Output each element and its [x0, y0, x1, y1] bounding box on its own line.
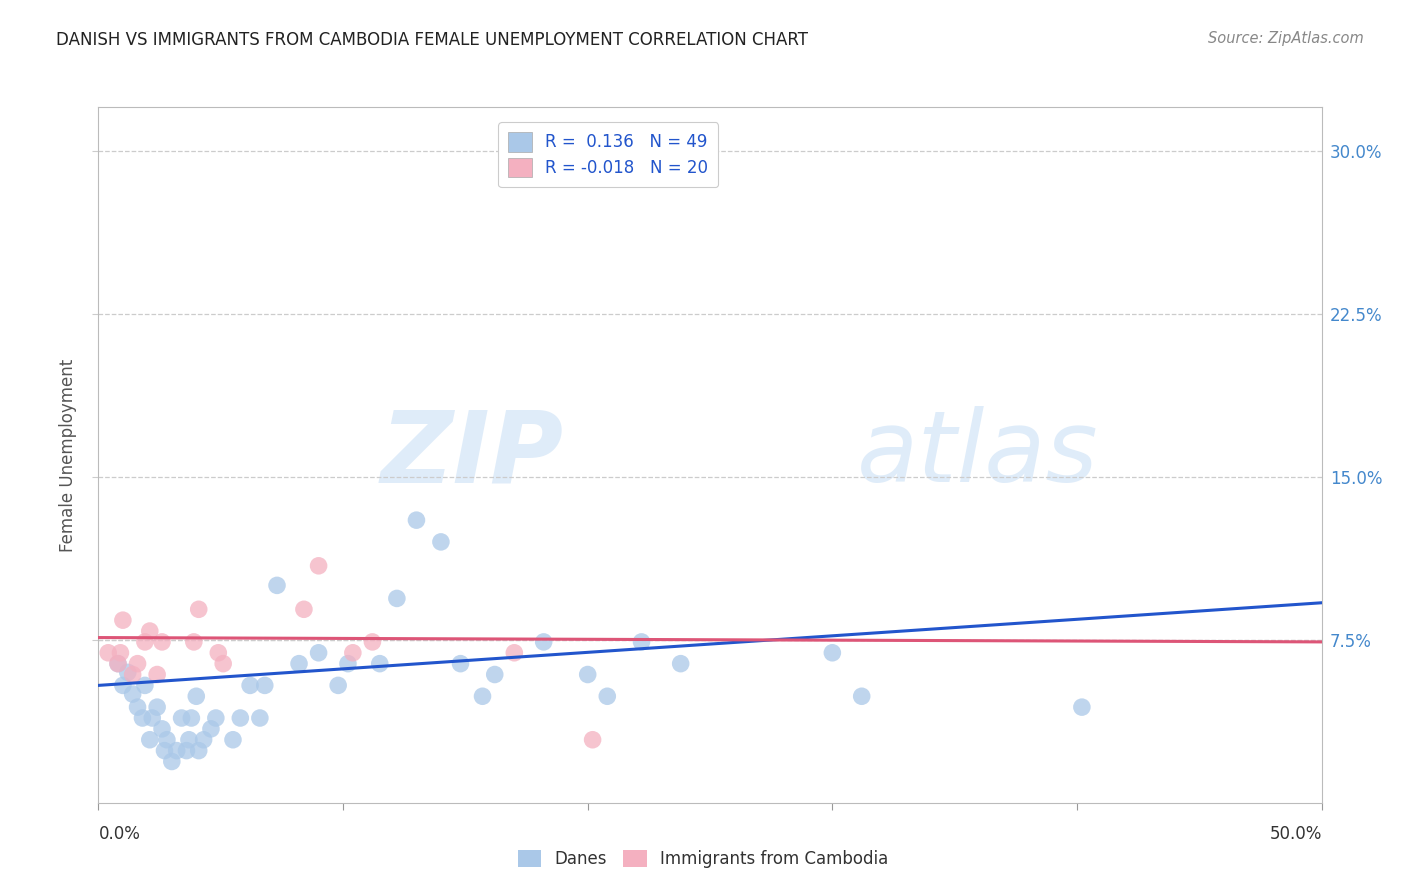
Point — [222, 732, 245, 747]
Point — [111, 678, 134, 692]
Point — [450, 657, 472, 671]
Point — [150, 722, 173, 736]
Point — [160, 755, 183, 769]
Point — [253, 678, 276, 692]
Point — [121, 687, 143, 701]
Point — [212, 657, 235, 671]
Point — [150, 635, 173, 649]
Point — [141, 711, 163, 725]
Point — [170, 711, 193, 725]
Point — [139, 732, 162, 747]
Point — [361, 635, 384, 649]
Point — [186, 690, 208, 704]
Point — [533, 635, 555, 649]
Point — [308, 558, 330, 573]
Point — [121, 667, 143, 681]
Point — [239, 678, 262, 692]
Text: DANISH VS IMMIGRANTS FROM CAMBODIA FEMALE UNEMPLOYMENT CORRELATION CHART: DANISH VS IMMIGRANTS FROM CAMBODIA FEMAL… — [56, 31, 808, 49]
Point — [821, 646, 844, 660]
Point — [292, 602, 315, 616]
Point — [328, 678, 350, 692]
Point — [308, 646, 330, 660]
Point — [581, 732, 603, 747]
Point — [176, 744, 198, 758]
Text: atlas: atlas — [856, 407, 1098, 503]
Point — [156, 732, 179, 747]
Point — [127, 700, 149, 714]
Point — [187, 744, 209, 758]
Point — [131, 711, 153, 725]
Point — [153, 744, 176, 758]
Point — [146, 700, 169, 714]
Point — [166, 744, 188, 758]
Point — [183, 635, 205, 649]
Point — [596, 690, 619, 704]
Point — [503, 646, 526, 660]
Y-axis label: Female Unemployment: Female Unemployment — [59, 359, 77, 551]
Point — [200, 722, 222, 736]
Point — [146, 667, 169, 681]
Point — [484, 667, 506, 681]
Point — [97, 646, 120, 660]
Point — [117, 665, 139, 680]
Text: 50.0%: 50.0% — [1270, 825, 1322, 843]
Point — [385, 591, 408, 606]
Point — [180, 711, 202, 725]
Point — [368, 657, 391, 671]
Point — [207, 646, 229, 660]
Point — [851, 690, 873, 704]
Point — [266, 578, 288, 592]
Point — [630, 635, 652, 649]
Point — [127, 657, 149, 671]
Point — [336, 657, 359, 671]
Text: 0.0%: 0.0% — [98, 825, 141, 843]
Point — [288, 657, 311, 671]
Point — [405, 513, 427, 527]
Point — [187, 602, 209, 616]
Point — [669, 657, 692, 671]
Text: ZIP: ZIP — [380, 407, 564, 503]
Point — [249, 711, 271, 725]
Point — [471, 690, 494, 704]
Text: Source: ZipAtlas.com: Source: ZipAtlas.com — [1208, 31, 1364, 46]
Point — [110, 646, 132, 660]
Point — [111, 613, 134, 627]
Legend: R =  0.136   N = 49, R = -0.018   N = 20: R = 0.136 N = 49, R = -0.018 N = 20 — [498, 122, 718, 187]
Point — [134, 678, 156, 692]
Point — [134, 635, 156, 649]
Point — [205, 711, 228, 725]
Point — [1070, 700, 1092, 714]
Point — [139, 624, 162, 638]
Point — [430, 535, 453, 549]
Point — [177, 732, 200, 747]
Point — [193, 732, 215, 747]
Point — [107, 657, 129, 671]
Point — [229, 711, 252, 725]
Point — [576, 667, 599, 681]
Legend: Danes, Immigrants from Cambodia: Danes, Immigrants from Cambodia — [510, 843, 896, 875]
Point — [342, 646, 364, 660]
Point — [107, 657, 129, 671]
